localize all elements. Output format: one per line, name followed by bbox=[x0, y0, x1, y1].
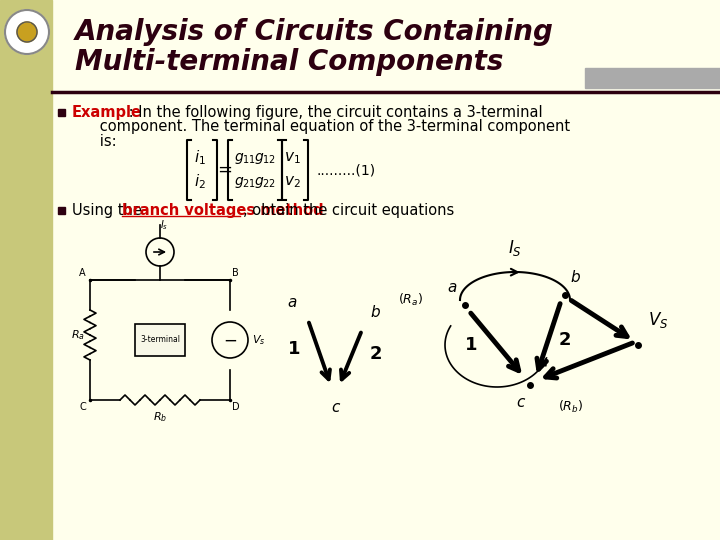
Text: $g_{22}$: $g_{22}$ bbox=[254, 174, 276, 190]
Text: $V_S$: $V_S$ bbox=[648, 310, 668, 330]
Text: component. The terminal equation of the 3-terminal component: component. The terminal equation of the … bbox=[72, 119, 570, 134]
Text: C: C bbox=[79, 402, 86, 412]
Text: b: b bbox=[370, 305, 379, 320]
Text: 3-terminal: 3-terminal bbox=[140, 335, 180, 345]
Text: a: a bbox=[287, 295, 297, 310]
Text: c: c bbox=[517, 395, 525, 410]
Text: $i_2$: $i_2$ bbox=[194, 173, 206, 191]
Text: branch voltages method: branch voltages method bbox=[122, 202, 323, 218]
Text: $I_S$: $I_S$ bbox=[508, 238, 522, 258]
Text: 1: 1 bbox=[464, 336, 477, 354]
Circle shape bbox=[5, 10, 49, 54]
Text: c: c bbox=[330, 400, 339, 415]
Text: $I_s$: $I_s$ bbox=[160, 218, 168, 232]
Text: $g_{21}$: $g_{21}$ bbox=[234, 174, 256, 190]
Text: 2: 2 bbox=[370, 345, 382, 363]
Text: D: D bbox=[232, 402, 240, 412]
Text: A: A bbox=[79, 268, 86, 278]
Text: $g_{11}$: $g_{11}$ bbox=[234, 151, 256, 165]
Text: is:: is: bbox=[72, 134, 117, 150]
Text: b: b bbox=[570, 270, 580, 285]
Bar bbox=[58, 207, 65, 214]
Text: 1: 1 bbox=[287, 340, 300, 358]
Circle shape bbox=[17, 22, 37, 42]
Text: $R_b$: $R_b$ bbox=[153, 410, 167, 424]
Text: Using the: Using the bbox=[72, 202, 146, 218]
Text: $v_1$: $v_1$ bbox=[284, 150, 300, 166]
Text: 2: 2 bbox=[559, 331, 572, 349]
Text: $g_{12}$: $g_{12}$ bbox=[254, 151, 276, 165]
Text: $V_s$: $V_s$ bbox=[252, 333, 266, 347]
Text: B: B bbox=[232, 268, 239, 278]
Text: Example: Example bbox=[72, 105, 142, 119]
Text: $i_1$: $i_1$ bbox=[194, 148, 206, 167]
Text: .........(1): .........(1) bbox=[316, 163, 375, 177]
Text: Multi-terminal Components: Multi-terminal Components bbox=[75, 48, 503, 76]
Bar bbox=[0, 0, 52, 540]
Text: $R_a$: $R_a$ bbox=[71, 328, 85, 342]
Text: $(R_a)$: $(R_a)$ bbox=[398, 292, 423, 308]
Text: Analysis of Circuits Containing: Analysis of Circuits Containing bbox=[75, 18, 554, 46]
Text: $(R_b)$: $(R_b)$ bbox=[558, 399, 583, 415]
Bar bbox=[58, 109, 65, 116]
Bar bbox=[135, 324, 185, 356]
Text: $-$: $-$ bbox=[223, 331, 237, 349]
Text: =: = bbox=[217, 161, 233, 179]
Bar bbox=[585, 68, 720, 88]
Text: , obtain the circuit equations: , obtain the circuit equations bbox=[243, 202, 454, 218]
Text: a: a bbox=[448, 280, 457, 295]
Text: $v_2$: $v_2$ bbox=[284, 174, 300, 190]
Text: : In the following figure, the circuit contains a 3-terminal: : In the following figure, the circuit c… bbox=[124, 105, 543, 119]
